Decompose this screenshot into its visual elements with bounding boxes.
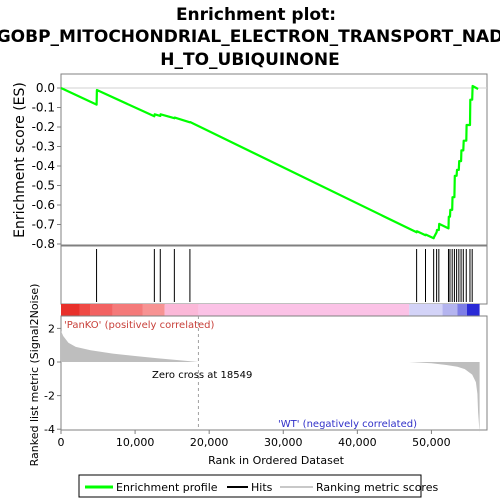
metric-y-axis-label: Ranked list metric (Signal2Noise) bbox=[28, 284, 41, 467]
metric-y-tick-label: 0 bbox=[48, 356, 55, 369]
heatmap-segment bbox=[112, 304, 143, 316]
negative-correlation-label: 'WT' (negatively correlated) bbox=[278, 419, 417, 430]
legend-enrichment-label: Enrichment profile bbox=[116, 481, 218, 494]
metric-y-tick-label: -4 bbox=[44, 423, 55, 436]
heatmap-segment bbox=[142, 304, 165, 316]
heatmap-segment bbox=[164, 304, 199, 316]
heatmap-segment bbox=[409, 304, 443, 316]
title-line-1: Enrichment plot: bbox=[176, 5, 336, 25]
es-y-axis: 0.0 -0.1 -0.2 -0.3 -0.4 -0.5 -0.6 -0.7 -0.8 bbox=[32, 81, 61, 251]
heatmap-segment bbox=[198, 304, 410, 316]
x-tick-label: 50,000 bbox=[412, 436, 451, 449]
heatmap-segment bbox=[61, 304, 80, 316]
ranking-heatmap-bar bbox=[61, 304, 480, 316]
heatmap-segment bbox=[90, 304, 113, 316]
heatmap-segment bbox=[466, 304, 480, 316]
metric-y-tick-label: 2 bbox=[48, 322, 55, 335]
es-y-tick-label: -0.3 bbox=[32, 140, 55, 154]
es-y-tick-label: -0.1 bbox=[32, 101, 55, 115]
positive-correlation-label: 'PanKO' (positively correlated) bbox=[64, 320, 215, 331]
es-y-tick-label: 0.0 bbox=[36, 81, 55, 95]
x-axis-label: Rank in Ordered Dataset bbox=[208, 454, 345, 467]
es-y-tick-label: -0.5 bbox=[32, 179, 55, 193]
x-tick-label: 30,000 bbox=[264, 436, 303, 449]
es-y-tick-label: -0.7 bbox=[32, 218, 55, 232]
title-line-2: GOBP_MITOCHONDRIAL_ELECTRON_TRANSPORT_NA… bbox=[0, 27, 500, 47]
heatmap-segment bbox=[442, 304, 458, 316]
es-panel bbox=[60, 73, 488, 246]
es-y-tick-label: -0.4 bbox=[32, 159, 55, 173]
x-tick-label: 0 bbox=[58, 436, 65, 449]
heatmap-segment bbox=[79, 304, 91, 316]
x-tick-label: 10,000 bbox=[116, 436, 155, 449]
es-y-tick-label: -0.2 bbox=[32, 120, 55, 134]
metric-y-axis: 2 0 -2 -4 bbox=[44, 322, 61, 436]
hits-marks bbox=[96, 249, 473, 302]
legend-box bbox=[78, 474, 422, 498]
metric-x-axis: 0 10,000 20,000 30,000 40,000 50,000 bbox=[58, 430, 451, 449]
es-y-axis-label: Enrichment score (ES) bbox=[12, 82, 28, 238]
metric-panel bbox=[60, 315, 488, 431]
x-tick-label: 20,000 bbox=[190, 436, 229, 449]
es-y-tick-label: -0.8 bbox=[32, 237, 55, 251]
title-line-3: H_TO_UBIQUINONE bbox=[160, 50, 339, 70]
zero-cross-label: Zero cross at 18549 bbox=[152, 370, 252, 381]
heatmap-segment bbox=[457, 304, 467, 316]
es-y-tick-label: -0.6 bbox=[32, 198, 55, 212]
legend-hits-label: Hits bbox=[251, 481, 273, 494]
x-tick-label: 40,000 bbox=[338, 436, 377, 449]
metric-y-tick-label: -2 bbox=[44, 390, 55, 403]
enrichment-profile-line bbox=[60, 84, 479, 240]
legend-ranking-label: Ranking metric scores bbox=[316, 481, 438, 494]
hits-panel bbox=[60, 245, 488, 305]
